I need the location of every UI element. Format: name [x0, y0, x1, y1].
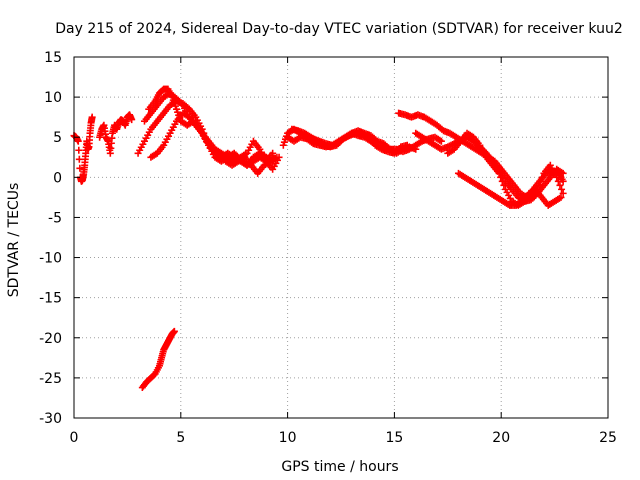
x-tick-label: 15	[385, 430, 403, 446]
x-tick-label: 0	[70, 430, 79, 446]
data-point	[437, 137, 445, 145]
series-early-cluster	[96, 111, 136, 157]
data-points	[70, 85, 567, 392]
data-point	[75, 146, 83, 154]
data-point	[76, 164, 84, 172]
data-point	[559, 189, 567, 197]
data-point	[75, 155, 83, 163]
x-tick-label: 10	[279, 430, 297, 446]
axis-ticks: 0 5 10 15 20 25 15 10 5 0 -5 -10 -15 -20 -25 -30	[39, 50, 617, 446]
series-afternoon-4	[454, 169, 565, 209]
y-tick-label: 10	[44, 90, 62, 106]
data-point	[500, 181, 508, 189]
series-track-d	[147, 109, 283, 173]
data-point	[275, 153, 283, 161]
data-point	[557, 193, 565, 201]
data-point	[88, 113, 96, 121]
series-negative-arc	[138, 327, 178, 392]
data-point	[554, 177, 562, 185]
y-tick-label: -20	[39, 331, 62, 347]
data-point	[269, 149, 277, 157]
data-point	[558, 185, 566, 193]
data-point	[537, 177, 545, 185]
plot-frame	[73, 56, 609, 419]
data-point	[403, 141, 411, 149]
x-tick-label: 20	[492, 430, 510, 446]
series-afternoon-3	[444, 129, 567, 209]
data-point	[535, 181, 543, 189]
data-point	[556, 181, 564, 189]
y-tick-label: 5	[53, 130, 62, 146]
data-point	[74, 137, 82, 145]
x-tick-label: 5	[176, 430, 185, 446]
y-tick-label: 0	[53, 170, 62, 186]
series-afternoon-1	[395, 109, 567, 201]
data-point	[538, 173, 546, 181]
x-axis-label: GPS time / hours	[281, 459, 398, 475]
data-point	[498, 177, 506, 185]
data-point	[128, 116, 136, 124]
data-point	[412, 145, 420, 153]
series-early-start	[70, 113, 96, 185]
data-point	[495, 169, 503, 177]
y-tick-label: -25	[39, 371, 62, 387]
chart-title: Day 215 of 2024, Sidereal Day-to-day VTE…	[55, 21, 623, 37]
y-tick-label: -5	[48, 210, 62, 226]
data-point	[497, 173, 505, 181]
y-axis-label: SDTVAR / TECUs	[6, 183, 22, 298]
series-track-b	[140, 89, 277, 169]
data-point	[559, 169, 567, 177]
x-tick-label: 25	[599, 430, 617, 446]
y-tick-label: -15	[39, 291, 62, 307]
data-point	[170, 327, 178, 335]
y-tick-label: -10	[39, 251, 62, 267]
y-tick-label: 15	[44, 50, 62, 66]
series-midday-3	[288, 125, 411, 157]
y-tick-label: -30	[39, 411, 62, 427]
data-point	[553, 173, 561, 181]
